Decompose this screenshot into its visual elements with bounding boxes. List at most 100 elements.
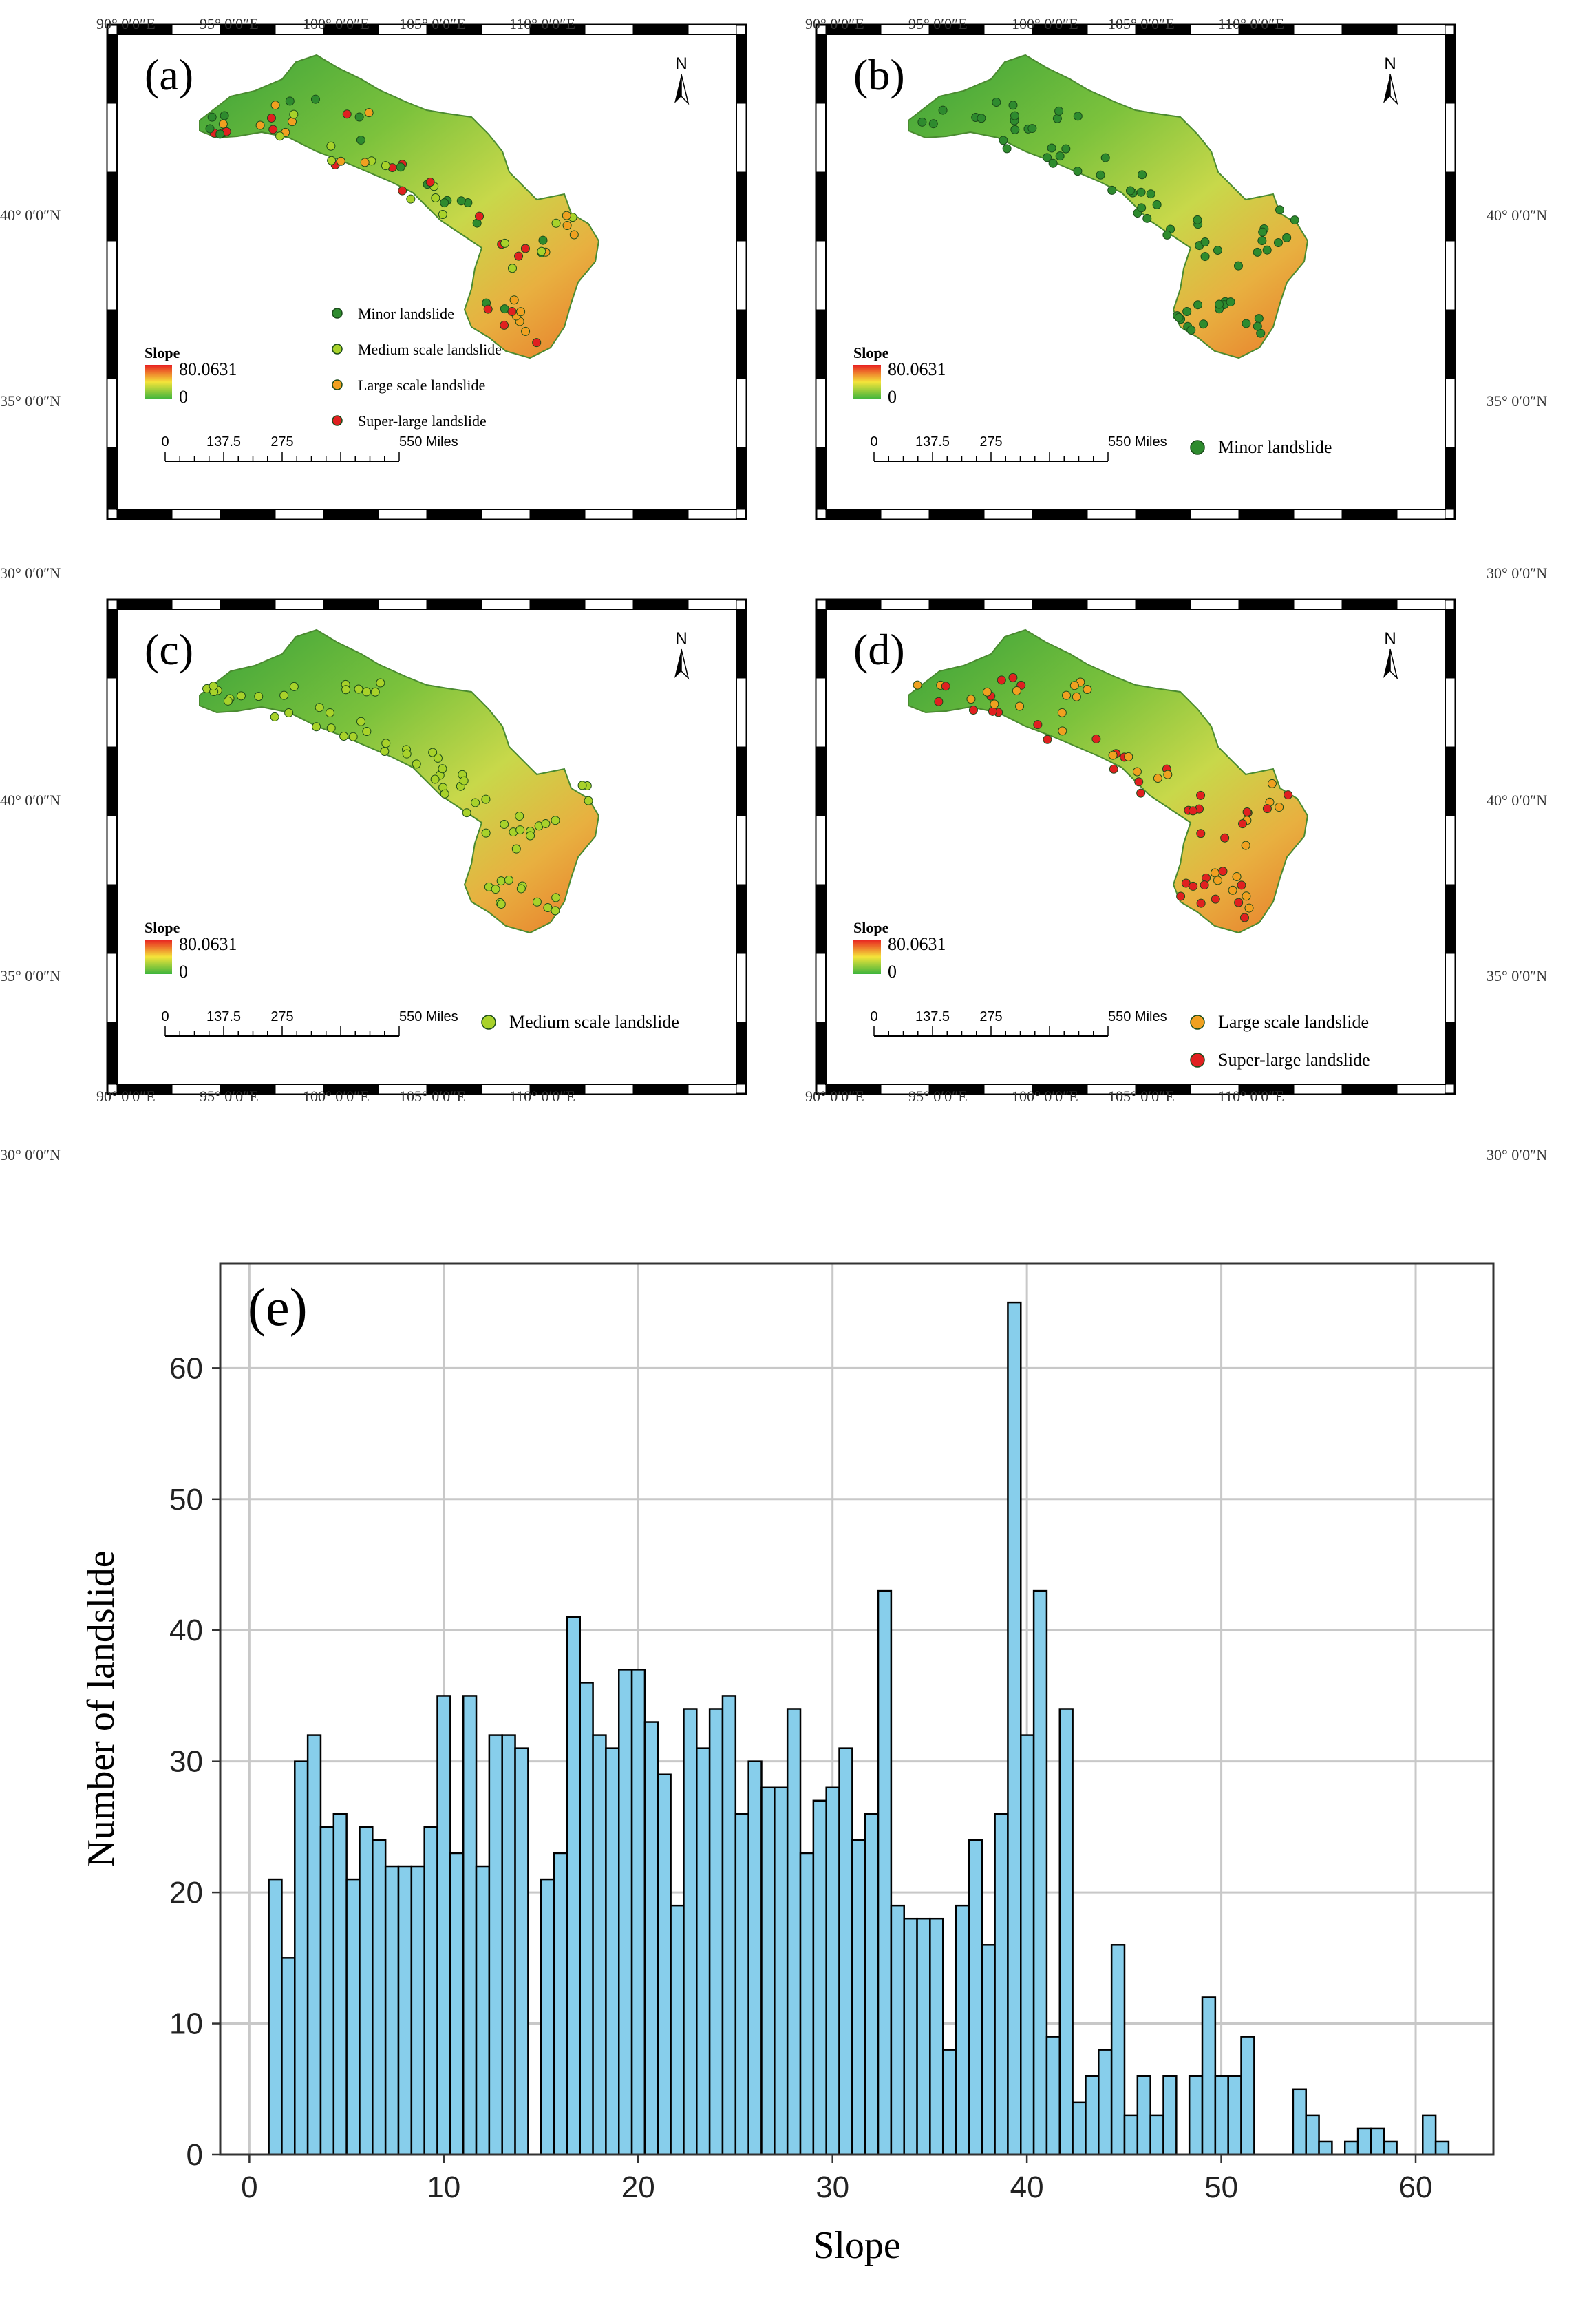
histogram-bar <box>670 1904 685 2156</box>
frame-tick-left <box>107 609 118 679</box>
histogram-bar <box>851 1839 866 2156</box>
histogram-bar <box>1292 2088 1307 2156</box>
histogram-bar <box>553 1852 568 2156</box>
histogram-bar <box>929 1917 944 2156</box>
landslide-point <box>1253 247 1262 257</box>
frame-tick-bottom <box>1293 1084 1343 1095</box>
frame-tick-left <box>816 103 827 173</box>
frame-tick-top <box>1135 599 1191 610</box>
histogram-bar <box>1032 1589 1048 2156</box>
landslide-point <box>511 844 521 854</box>
legend-swatch <box>332 379 343 390</box>
longitude-label: 100° 0′0″E <box>303 1088 370 1105</box>
histogram-bar <box>1370 2127 1385 2156</box>
histogram-bar <box>294 1760 309 2156</box>
landslide-point <box>376 678 385 688</box>
study-region <box>908 628 1309 934</box>
frame-tick-right <box>1445 171 1456 242</box>
landslide-point <box>1132 767 1142 777</box>
landslide-point <box>500 320 509 330</box>
slope-color-ramp <box>145 940 172 974</box>
landslide-point <box>481 828 491 838</box>
latitude-label: 35° 0′0″N <box>1487 392 1548 410</box>
landslide-point <box>315 703 324 712</box>
longitude-label: 100° 0′0″E <box>1012 1088 1078 1105</box>
histogram-bar <box>1343 2140 1359 2156</box>
legend-label: Medium scale landslide <box>358 341 502 358</box>
landslide-point <box>483 304 493 314</box>
scale-bar-label: 550 Miles <box>399 1009 458 1024</box>
frame-tick-top <box>323 599 379 610</box>
landslide-point <box>1057 708 1067 717</box>
landslide-point <box>941 682 950 691</box>
landslide-point <box>438 764 447 774</box>
scale-bar-label: 0 <box>870 1009 877 1024</box>
latitude-label: 40° 0′0″N <box>1487 792 1548 809</box>
landslide-point <box>1136 187 1146 197</box>
landslide-point <box>1072 692 1081 701</box>
landslide-point <box>325 708 334 717</box>
longitude-label: 90° 0′0″E <box>805 15 864 32</box>
frame-tick-bottom <box>426 509 482 520</box>
histogram-bar <box>696 1747 711 2156</box>
landslide-point <box>982 687 992 697</box>
histogram-bar <box>734 1813 749 2156</box>
landslide-point <box>1188 806 1197 816</box>
scale-bar-label: 137.5 <box>206 1009 241 1024</box>
frame-tick-bottom <box>1396 1084 1446 1095</box>
frame-tick-bottom <box>983 509 1033 520</box>
landslide-point <box>266 113 276 123</box>
frame-tick-top <box>1293 599 1343 610</box>
slope-legend-title: Slope <box>853 344 889 361</box>
histogram-ticks: 0 10 20 30 40 50 60 0 10 20 30 40 50 60 <box>169 1351 1432 2204</box>
frame-tick-right <box>736 103 747 173</box>
landslide-point <box>354 112 364 122</box>
frame-tick-top <box>928 599 985 610</box>
landslide-point <box>500 304 509 314</box>
landslide-point <box>1096 170 1105 180</box>
longitude-label: 90° 0′0″E <box>96 15 156 32</box>
histogram-bar <box>514 1747 529 2156</box>
histogram-bar <box>864 1813 880 2156</box>
histogram-bar <box>825 1786 840 2156</box>
frame-tick-bottom <box>1087 509 1136 520</box>
landslide-point <box>270 712 279 721</box>
frame-tick-top <box>1032 599 1088 610</box>
histogram-bar <box>1149 2114 1164 2156</box>
frame-tick-right <box>1445 34 1456 104</box>
scale-bar-label: 275 <box>270 1009 293 1024</box>
histogram-bar <box>890 1904 905 2156</box>
histogram-bar <box>1123 2114 1139 2156</box>
landslide-point <box>1010 111 1019 120</box>
frame-tick-top <box>688 599 737 610</box>
frame-tick-right <box>1445 103 1456 173</box>
x-tick-label: 0 <box>241 2170 257 2204</box>
histogram-bar <box>1110 1944 1126 2156</box>
landslide-point <box>1284 790 1293 800</box>
legend-swatch <box>1190 1053 1205 1068</box>
landslide-point <box>356 717 366 726</box>
frame-tick-right <box>1445 677 1456 748</box>
y-tick-label: 40 <box>169 1614 203 1647</box>
landslide-point <box>1233 261 1243 271</box>
landslide-point <box>1073 112 1083 121</box>
legend-label: Minor landslide <box>358 305 454 322</box>
histogram-bar <box>1383 2140 1398 2156</box>
landslide-point <box>380 746 390 756</box>
landslide-point <box>515 825 525 835</box>
landslide-point <box>1200 237 1210 247</box>
latitude-label: 30° 0′0″N <box>1487 1146 1548 1163</box>
frame-tick-left <box>107 746 118 816</box>
histogram-bar <box>579 1682 594 2156</box>
landslide-point <box>220 111 229 120</box>
landslide-point <box>1182 307 1192 317</box>
scale-bar-label: 0 <box>870 434 877 450</box>
landslide-point <box>541 818 551 828</box>
longitude-label: 110° 0′0″E <box>509 1088 575 1105</box>
landslide-point <box>360 158 370 167</box>
landslide-point <box>1273 237 1283 247</box>
frame-tick-right <box>1445 609 1456 679</box>
panel-label: (c) <box>145 625 193 674</box>
y-tick-label: 0 <box>187 2138 203 2172</box>
plot-frame <box>219 1262 1495 2156</box>
